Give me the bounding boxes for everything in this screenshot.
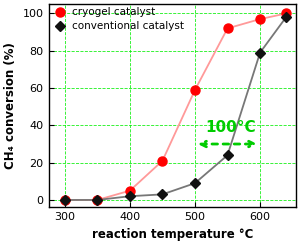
Line: cryogel catalyst: cryogel catalyst <box>60 9 291 205</box>
conventional catalyst <box>284 16 288 19</box>
conventional catalyst <box>63 198 67 201</box>
conventional catalyst <box>128 195 132 198</box>
cryogel catalyst <box>284 12 288 15</box>
cryogel catalyst <box>96 198 99 201</box>
cryogel catalyst <box>160 159 164 162</box>
Line: conventional catalyst: conventional catalyst <box>61 13 290 204</box>
Legend: cryogel catalyst, conventional catalyst: cryogel catalyst, conventional catalyst <box>51 6 185 32</box>
conventional catalyst <box>258 51 262 54</box>
conventional catalyst <box>160 193 164 196</box>
cryogel catalyst <box>226 27 229 30</box>
cryogel catalyst <box>63 198 67 201</box>
cryogel catalyst <box>128 189 132 192</box>
conventional catalyst <box>193 182 197 185</box>
cryogel catalyst <box>258 18 262 21</box>
X-axis label: reaction temperature °C: reaction temperature °C <box>92 228 253 241</box>
Y-axis label: CH₄ conversion (%): CH₄ conversion (%) <box>4 42 17 169</box>
Text: 100°C: 100°C <box>206 120 256 135</box>
conventional catalyst <box>96 198 99 201</box>
cryogel catalyst <box>193 88 197 91</box>
conventional catalyst <box>226 154 229 157</box>
